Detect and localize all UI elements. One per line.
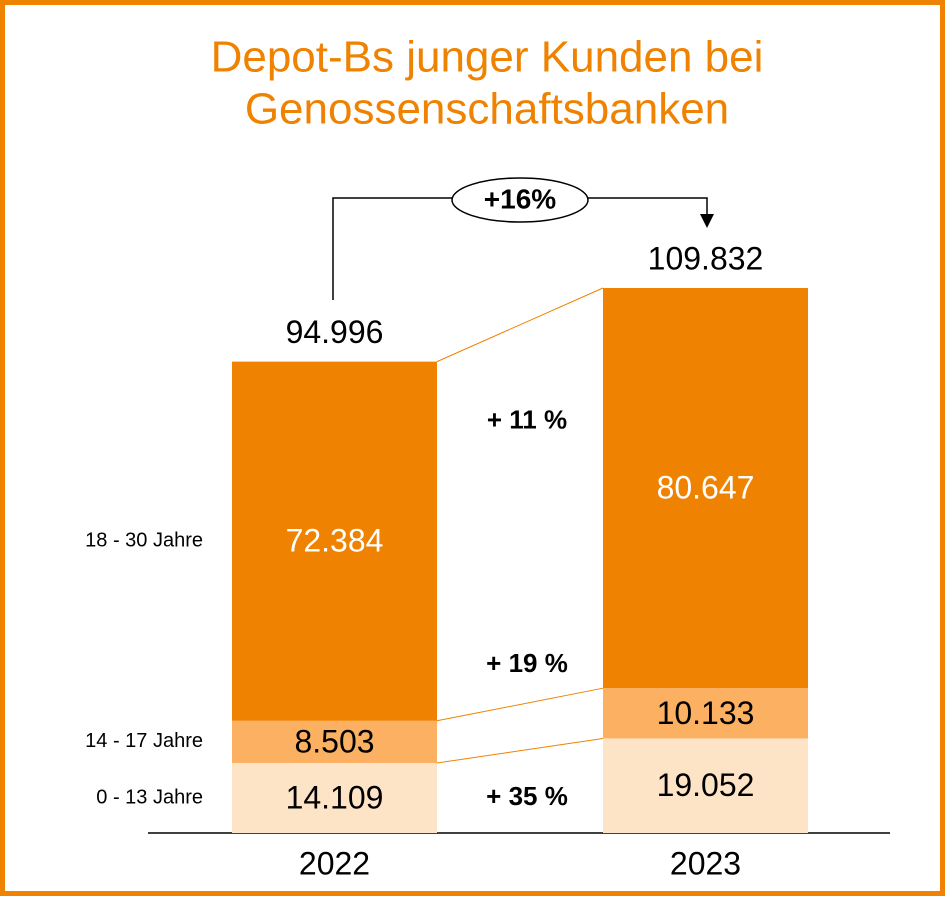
bracket <box>332 197 452 300</box>
connector <box>436 287 604 363</box>
value-label: 80.647 <box>657 470 755 506</box>
total-change-label: +16% <box>484 183 556 214</box>
legend-label: 14 - 17 Jahre <box>85 730 203 752</box>
bracket <box>588 197 708 216</box>
chart-title: Depot-Bs junger Kunden bei <box>211 33 764 82</box>
bar-segment <box>232 361 437 721</box>
value-label: 10.133 <box>657 695 755 731</box>
total-label: 94.996 <box>286 314 384 350</box>
bar-segment <box>603 688 808 739</box>
connector <box>436 687 604 722</box>
change-bubble <box>451 177 589 223</box>
total-label: 109.832 <box>648 240 764 276</box>
change-label: + 19 % <box>486 648 568 678</box>
value-label: 8.503 <box>294 723 374 759</box>
x-tick-label: 2022 <box>299 845 370 881</box>
legend-label: 18 - 30 Jahre <box>85 529 203 551</box>
bar-segment <box>603 738 808 833</box>
value-label: 19.052 <box>657 767 755 803</box>
arrowhead <box>700 214 714 228</box>
connector <box>436 737 604 764</box>
bar-segment <box>232 720 437 763</box>
legend-label: 0 - 13 Jahre <box>96 786 203 808</box>
bar-segment <box>232 762 437 833</box>
change-label: + 35 % <box>486 781 568 811</box>
bar-segment <box>603 288 808 689</box>
value-label: 72.384 <box>286 523 384 559</box>
value-label: 14.109 <box>286 779 384 815</box>
change-label: + 11 % <box>487 404 567 434</box>
x-tick-label: 2023 <box>670 845 741 881</box>
chart-title: Genossenschaftsbanken <box>245 85 729 134</box>
